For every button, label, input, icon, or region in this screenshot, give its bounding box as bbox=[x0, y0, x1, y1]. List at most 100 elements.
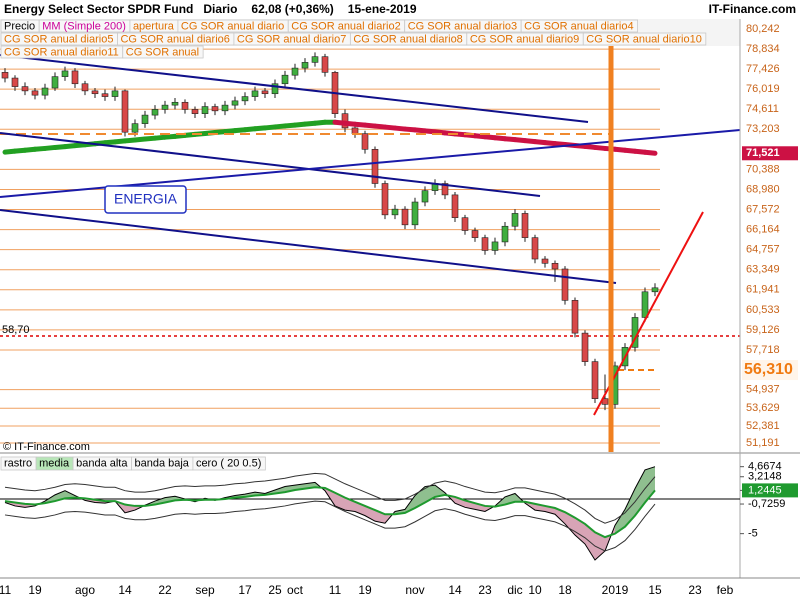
period: Diario bbox=[203, 2, 237, 16]
oscillator-fill bbox=[415, 486, 425, 509]
legend-entry: MM (Simple 200) bbox=[42, 20, 126, 32]
oscillator-line bbox=[4, 500, 656, 552]
y-tick-label: 54,937 bbox=[746, 383, 780, 395]
axis-marker-label: 56,310 bbox=[744, 361, 793, 378]
watermark: © IT-Finance.com bbox=[3, 441, 90, 453]
legend-entry: Precio bbox=[4, 20, 35, 32]
x-tick-label: 18 bbox=[558, 583, 572, 597]
legend-entry: CG SOR anual diario8 bbox=[353, 33, 462, 45]
candle-body bbox=[21, 86, 29, 92]
chart-title: Energy Select Sector SPDR Fund Diario 62,0… bbox=[4, 2, 417, 16]
x-tick-label: 10 bbox=[528, 583, 542, 597]
legend-entry: cero ( 20 0.5) bbox=[196, 457, 261, 469]
candle-body bbox=[511, 213, 519, 227]
legend-entry: CG SOR anual diario bbox=[181, 20, 284, 32]
candle-body bbox=[251, 90, 259, 97]
candle-body bbox=[101, 93, 109, 97]
y-tick-label: 73,203 bbox=[746, 123, 780, 135]
x-tick-label: 19 bbox=[28, 583, 42, 597]
candle-body bbox=[261, 90, 269, 95]
oscillator-panel: rastro media banda alta banda baja cero ( 20… bbox=[0, 456, 744, 561]
candle-body bbox=[491, 241, 499, 251]
y-tick-label: 60,533 bbox=[746, 304, 780, 316]
candle-body bbox=[91, 90, 99, 95]
axis-marker-box bbox=[742, 146, 798, 161]
candle-body bbox=[51, 76, 59, 89]
annotation: ENERGIA bbox=[114, 191, 178, 207]
oscillator-fill bbox=[575, 517, 585, 545]
legend-entry: CG SOR anual diario10 bbox=[586, 33, 702, 45]
candle-body bbox=[411, 201, 419, 226]
legend-box bbox=[122, 45, 204, 59]
legend-entry: apertura bbox=[133, 20, 175, 32]
candle-body bbox=[521, 213, 529, 238]
level-label: 58,70 bbox=[2, 324, 30, 336]
candle-body bbox=[171, 101, 179, 106]
y-tick-label: -5 bbox=[748, 528, 758, 540]
legend-entry: CG SOR anual diario3 bbox=[408, 20, 517, 32]
x-tick-label: feb bbox=[717, 583, 734, 597]
x-tick-label: 11 bbox=[0, 583, 12, 597]
candle-body bbox=[281, 74, 289, 85]
candle-body bbox=[41, 87, 49, 96]
oscillator-fill bbox=[455, 496, 465, 508]
y-tick-label: 76,019 bbox=[746, 83, 780, 95]
x-tick-label: sep bbox=[195, 583, 215, 597]
candle-body bbox=[481, 237, 489, 251]
candle-body bbox=[651, 287, 659, 293]
candle-body bbox=[441, 183, 449, 196]
candle-body bbox=[221, 104, 229, 112]
x-tick-label: 2019 bbox=[602, 583, 629, 597]
oscillator-line bbox=[4, 486, 656, 539]
x-tick-label: 11 bbox=[329, 583, 342, 597]
candle-body bbox=[141, 114, 149, 124]
x-tick-label: nov bbox=[405, 583, 424, 597]
candle-body bbox=[151, 109, 159, 116]
x-tick-label: 23 bbox=[688, 583, 702, 597]
axis-marker-label: 4,6674 bbox=[748, 461, 782, 473]
y-tick-label: 61,941 bbox=[746, 284, 780, 296]
drawings: ENERGIA bbox=[0, 46, 741, 452]
candle-body bbox=[231, 100, 239, 106]
legend-entry: banda alta bbox=[76, 457, 128, 469]
candle-body bbox=[361, 133, 369, 150]
candle-body bbox=[311, 56, 319, 63]
date: 15-ene-2019 bbox=[348, 2, 417, 16]
x-tick-label: 17 bbox=[238, 583, 252, 597]
oscillator-fill bbox=[565, 512, 575, 536]
candle-body bbox=[201, 106, 209, 114]
candle-body bbox=[351, 127, 359, 134]
y-tick-label: 67,572 bbox=[746, 203, 780, 215]
candle-body bbox=[301, 62, 309, 69]
candle-body bbox=[271, 83, 279, 95]
legend-box bbox=[520, 19, 639, 33]
x-tick-label: 14 bbox=[448, 583, 462, 597]
legend-box bbox=[192, 456, 266, 471]
title: Energy Select Sector SPDR Fund bbox=[4, 2, 193, 16]
x-tick-label: 22 bbox=[158, 583, 172, 597]
x-tick-label: dic bbox=[507, 583, 522, 597]
y-tick-label: 80,242 bbox=[746, 23, 780, 35]
legend-entry: CG SOR anual diario2 bbox=[291, 20, 400, 32]
y-tick-label: 70,388 bbox=[746, 163, 780, 175]
candle-body bbox=[291, 67, 299, 76]
y-tick-label: 66,164 bbox=[746, 224, 780, 236]
legend-entry: rastro bbox=[4, 457, 32, 469]
candle-body bbox=[71, 70, 79, 85]
candle-body bbox=[121, 90, 129, 133]
candle-body bbox=[371, 148, 379, 184]
legend-box bbox=[582, 32, 707, 46]
legend-entry: banda baja bbox=[134, 457, 189, 469]
candle-body bbox=[241, 96, 249, 102]
header-bg bbox=[0, 0, 800, 19]
legend-entry: media bbox=[39, 457, 70, 469]
candle-body bbox=[551, 262, 559, 270]
candle-body bbox=[181, 101, 189, 110]
x-tick-label: oct bbox=[287, 583, 304, 597]
candle-body bbox=[381, 183, 389, 216]
candle-body bbox=[541, 258, 549, 264]
legend-entry: CG SOR anual diario11 bbox=[4, 46, 119, 58]
candle-body bbox=[401, 208, 409, 226]
candle-body bbox=[421, 190, 429, 203]
